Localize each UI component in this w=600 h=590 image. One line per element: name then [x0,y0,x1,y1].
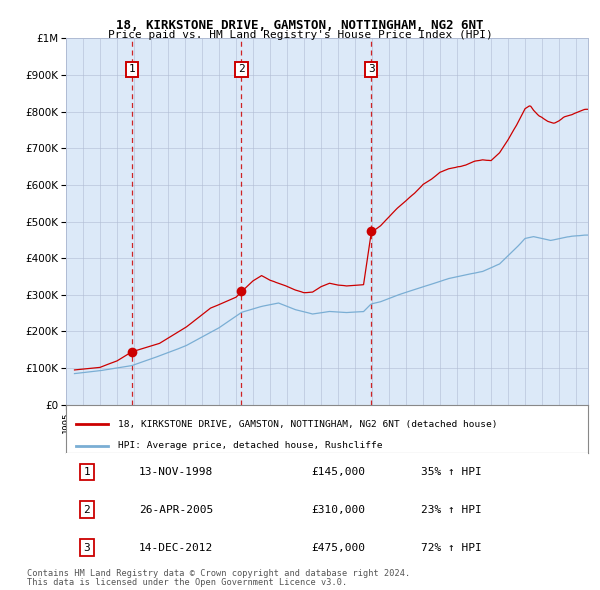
Text: 18, KIRKSTONE DRIVE, GAMSTON, NOTTINGHAM, NG2 6NT (detached house): 18, KIRKSTONE DRIVE, GAMSTON, NOTTINGHAM… [118,419,498,429]
Text: £145,000: £145,000 [311,467,365,477]
Text: £310,000: £310,000 [311,505,365,515]
Text: 1: 1 [128,64,135,74]
Text: 23% ↑ HPI: 23% ↑ HPI [421,505,482,515]
Text: Contains HM Land Registry data © Crown copyright and database right 2024.: Contains HM Land Registry data © Crown c… [27,569,410,578]
Text: 3: 3 [83,543,90,553]
Text: 2: 2 [238,64,245,74]
Text: 3: 3 [368,64,374,74]
Text: Price paid vs. HM Land Registry's House Price Index (HPI): Price paid vs. HM Land Registry's House … [107,31,493,40]
Text: 35% ↑ HPI: 35% ↑ HPI [421,467,482,477]
Text: This data is licensed under the Open Government Licence v3.0.: This data is licensed under the Open Gov… [27,578,347,588]
Text: 14-DEC-2012: 14-DEC-2012 [139,543,214,553]
Text: £475,000: £475,000 [311,543,365,553]
Text: 1: 1 [83,467,90,477]
Text: 13-NOV-1998: 13-NOV-1998 [139,467,214,477]
Text: HPI: Average price, detached house, Rushcliffe: HPI: Average price, detached house, Rush… [118,441,383,451]
Text: 18, KIRKSTONE DRIVE, GAMSTON, NOTTINGHAM, NG2 6NT: 18, KIRKSTONE DRIVE, GAMSTON, NOTTINGHAM… [116,19,484,32]
Text: 26-APR-2005: 26-APR-2005 [139,505,214,515]
Text: 2: 2 [83,505,90,515]
Text: 72% ↑ HPI: 72% ↑ HPI [421,543,482,553]
